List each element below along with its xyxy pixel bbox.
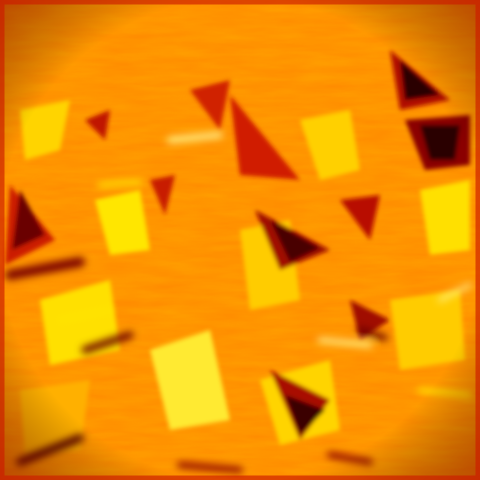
vignette-overlay — [0, 0, 480, 480]
abstract-heat-texture — [0, 0, 480, 480]
heatmap-texture-image — [0, 0, 480, 480]
edge-frame — [0, 0, 480, 480]
